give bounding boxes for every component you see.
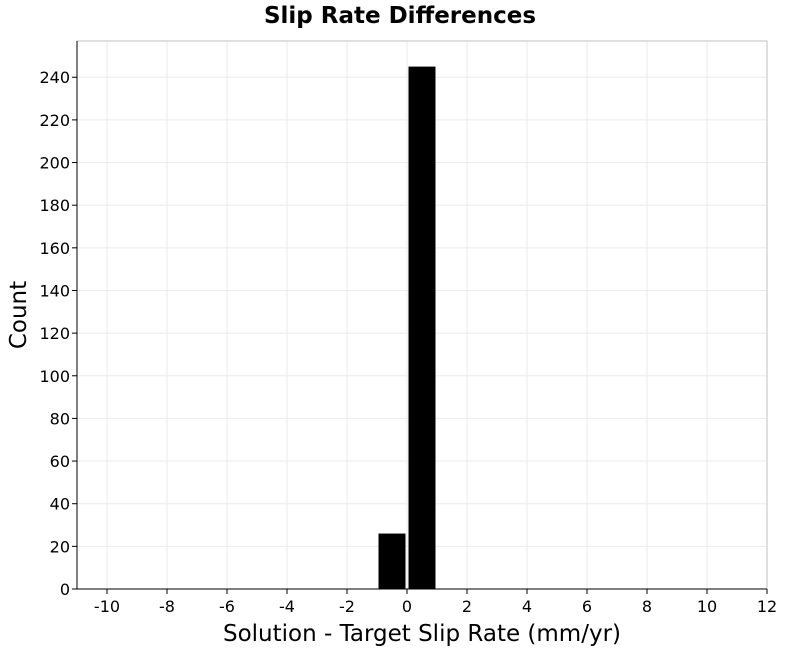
- chart-title: Slip Rate Differences: [264, 3, 536, 29]
- y-axis-ticks: 0 20 40 60 80 100 120 140 160 180 200 220 240: [39, 68, 77, 599]
- y-tick-label: 140: [39, 281, 70, 300]
- x-tick-label: 10: [697, 597, 717, 616]
- x-tick-label: 12: [757, 597, 777, 616]
- y-tick-label: 220: [39, 111, 70, 130]
- y-tick-label: 120: [39, 324, 70, 343]
- y-tick-label: 20: [50, 537, 70, 556]
- y-tick-label: 100: [39, 367, 70, 386]
- y-tick-label: 180: [39, 196, 70, 215]
- x-axis-label: Solution - Target Slip Rate (mm/yr): [223, 621, 621, 647]
- x-tick-label: -8: [159, 597, 175, 616]
- y-tick-label: 200: [39, 154, 70, 173]
- x-tick-label: -4: [279, 597, 295, 616]
- x-tick-label: 6: [582, 597, 592, 616]
- x-tick-label: -10: [94, 597, 120, 616]
- histogram-bar: [378, 533, 406, 589]
- x-tick-label: 2: [462, 597, 472, 616]
- x-axis-ticks: -10 -8 -6 -4 -2 0 2 4 6 8 10 12: [94, 589, 777, 616]
- x-tick-label: 0: [402, 597, 412, 616]
- y-tick-label: 240: [39, 68, 70, 87]
- y-tick-label: 40: [50, 495, 70, 514]
- x-tick-label: 4: [522, 597, 532, 616]
- y-axis-label: Count: [6, 281, 32, 349]
- bars: [378, 66, 436, 590]
- y-tick-label: 60: [50, 452, 70, 471]
- y-tick-label: 80: [50, 409, 70, 428]
- y-tick-label: 160: [39, 239, 70, 258]
- x-tick-label: -6: [219, 597, 235, 616]
- y-tick-label: 0: [60, 580, 70, 599]
- histogram-bar: [408, 66, 436, 590]
- x-tick-label: 8: [642, 597, 652, 616]
- x-tick-label: -2: [339, 597, 355, 616]
